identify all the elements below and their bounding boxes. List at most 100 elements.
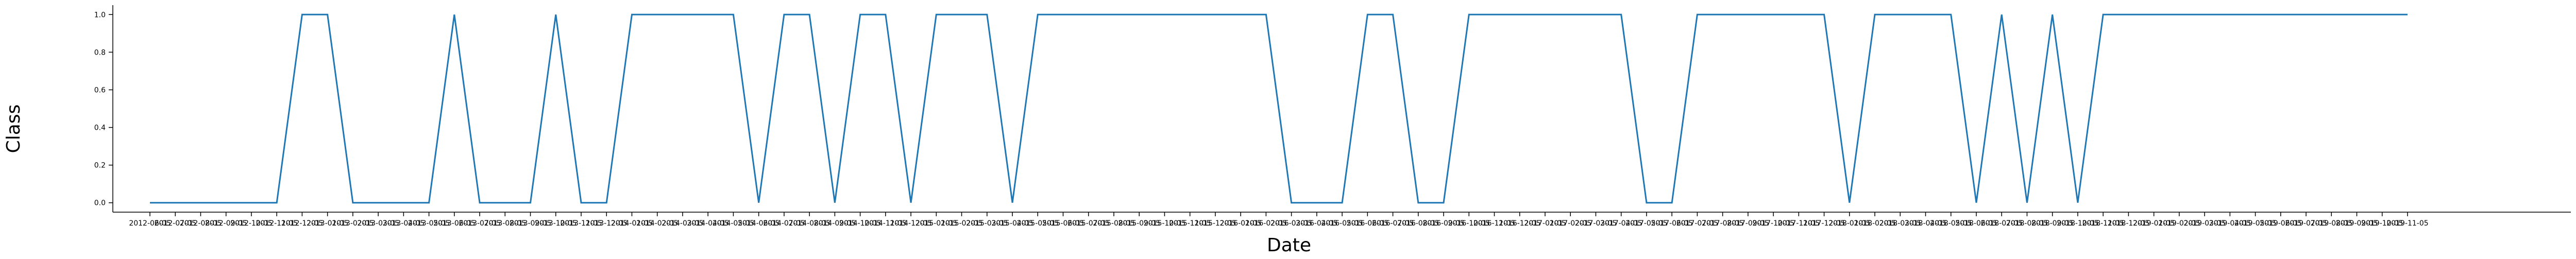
x-tick-label: 2012-09-05	[205, 219, 247, 228]
x-tick-label: 2013-09-05	[510, 219, 551, 228]
x-tick-label: 2016-11-05	[1473, 219, 1515, 228]
x-tick-label: 2015-11-05	[1169, 219, 1211, 228]
x-tick-label: 2014-11-05	[865, 219, 906, 228]
x-tick-label: 2018-07-05	[1981, 219, 2023, 228]
x-tick-label: 2012-10-05	[230, 219, 272, 228]
x-tick-label: 2013-02-05	[332, 219, 374, 228]
x-tick-label: 2017-09-05	[1727, 219, 1769, 228]
x-tick-label: 2018-08-05	[2006, 219, 2048, 228]
y-tick-label: 0.4	[94, 124, 106, 132]
x-tick-label: 2015-09-05	[1118, 219, 1160, 228]
x-tick-label: 2018-09-05	[2031, 219, 2073, 228]
x-tick-label: 2017-11-05	[1778, 219, 1820, 228]
y-axis-label: Class	[3, 105, 24, 153]
x-tick-label: 2019-06-05	[2260, 219, 2301, 228]
x-tick-label: 2015-03-05	[966, 219, 1008, 228]
x-tick-label: 2013-05-05	[408, 219, 450, 228]
y-tick-label: 1.0	[94, 11, 106, 19]
x-tick-label: 2017-01-05	[1524, 219, 1566, 228]
x-tick-label: 2012-07-05	[155, 219, 196, 228]
x-tick-label: 2014-10-05	[839, 219, 881, 228]
x-tick-label: 2016-04-05	[1296, 219, 1337, 228]
x-tick-label: 2019-09-05	[2336, 219, 2378, 228]
x-tick-label: 2019-02-05	[2158, 219, 2200, 228]
x-tick-label: 2018-05-05	[1930, 219, 1972, 228]
x-tick-label: 2013-06-05	[433, 219, 475, 228]
x-tick-label: 2019-11-05	[2386, 219, 2428, 228]
y-tick-label: 0.2	[94, 162, 106, 170]
x-tick-label: 2017-06-05	[1651, 219, 1692, 228]
x-tick-label: 2019-08-05	[2311, 219, 2352, 228]
x-tick-label: 2017-04-05	[1600, 219, 1642, 228]
y-tick-label: 0.0	[94, 199, 106, 208]
x-tick-label: 2015-01-05	[916, 219, 957, 228]
x-tick-label: 2018-01-05	[1828, 219, 1870, 228]
x-tick-label: 2019-05-05	[2234, 219, 2276, 228]
x-tick-label: 2017-08-05	[1702, 219, 1743, 228]
x-tick-label: 2018-04-05	[1905, 219, 1946, 228]
x-tick-label: 2012-11-05	[256, 219, 297, 228]
x-tick-label: 2016-09-05	[1422, 219, 1464, 228]
x-tick-label: 2015-06-05	[1042, 219, 1084, 228]
x-tick-label: 2014-03-05	[662, 219, 703, 228]
x-tick-label: 2019-07-05	[2285, 219, 2327, 228]
x-tick-label: 2012-06-05	[129, 219, 171, 228]
x-tick-label: 2014-05-05	[713, 219, 754, 228]
x-axis-label: Date	[1267, 235, 1311, 256]
x-tick-label: 2013-04-05	[383, 219, 425, 228]
x-tick-label: 2019-04-05	[2209, 219, 2251, 228]
x-tick-label: 2016-08-05	[1397, 219, 1439, 228]
x-tick-label: 2018-11-05	[2082, 219, 2124, 228]
x-tick-label: 2012-12-05	[281, 219, 323, 228]
x-tick-label: 2017-03-05	[1575, 219, 1617, 228]
y-tick-label: 0.8	[94, 48, 106, 57]
x-tick-label: 2014-04-05	[687, 219, 729, 228]
x-tick-label: 2013-08-05	[484, 219, 526, 228]
x-tick-label: 2019-03-05	[2183, 219, 2225, 228]
x-tick-label: 2017-07-05	[1676, 219, 1718, 228]
x-tick-label: 2018-03-05	[1879, 219, 1921, 228]
x-tick-label: 2018-12-05	[2108, 219, 2149, 228]
x-tick-label: 2013-01-05	[307, 219, 348, 228]
x-tick-label: 2013-12-05	[586, 219, 628, 228]
x-tick-label: 2015-04-05	[991, 219, 1033, 228]
x-tick-label: 2013-03-05	[357, 219, 399, 228]
y-tick-label: 0.6	[94, 86, 106, 94]
x-tick-label: 2014-12-05	[890, 219, 931, 228]
x-tick-label: 2014-07-05	[763, 219, 805, 228]
x-tick-label: 2015-10-05	[1144, 219, 1185, 228]
x-tick-label: 2019-01-05	[2133, 219, 2175, 228]
x-tick-label: 2016-06-05	[1347, 219, 1388, 228]
x-tick-label: 2013-07-05	[459, 219, 500, 228]
x-tick-label: 2018-10-05	[2057, 219, 2098, 228]
x-tick-label: 2017-12-05	[1803, 219, 1845, 228]
data-line	[150, 13, 2408, 204]
x-tick-label: 2016-07-05	[1372, 219, 1414, 228]
x-tick-label: 2015-12-05	[1194, 219, 1236, 228]
x-tick-label: 2019-10-05	[2361, 219, 2403, 228]
x-tick-label: 2016-03-05	[1270, 219, 1312, 228]
x-tick-label: 2016-05-05	[1321, 219, 1363, 228]
x-tick-label: 2016-12-05	[1499, 219, 1540, 228]
x-tick-label: 2014-02-05	[636, 219, 678, 228]
x-tick-label: 2012-08-05	[180, 219, 222, 228]
x-tick-label: 2015-07-05	[1067, 219, 1109, 228]
x-tick-label: 2018-06-05	[1955, 219, 1997, 228]
x-tick-label: 2018-02-05	[1854, 219, 1895, 228]
x-tick-label: 2014-09-05	[814, 219, 856, 228]
x-tick-label: 2017-02-05	[1550, 219, 1591, 228]
x-tick-label: 2015-08-05	[1093, 219, 1134, 228]
x-tick-label: 2017-10-05	[1752, 219, 1794, 228]
x-tick-label: 2016-01-05	[1219, 219, 1261, 228]
x-tick-label: 2014-06-05	[738, 219, 779, 228]
x-tick-label: 2017-05-05	[1625, 219, 1667, 228]
x-tick-label: 2016-02-05	[1245, 219, 1287, 228]
x-tick-label: 2015-05-05	[1017, 219, 1059, 228]
x-tick-label: 2013-11-05	[560, 219, 602, 228]
x-tick-label: 2013-10-05	[535, 219, 577, 228]
x-tick-label: 2014-08-05	[788, 219, 830, 228]
x-tick-label: 2016-10-05	[1448, 219, 1490, 228]
x-tick-label: 2015-02-05	[941, 219, 982, 228]
